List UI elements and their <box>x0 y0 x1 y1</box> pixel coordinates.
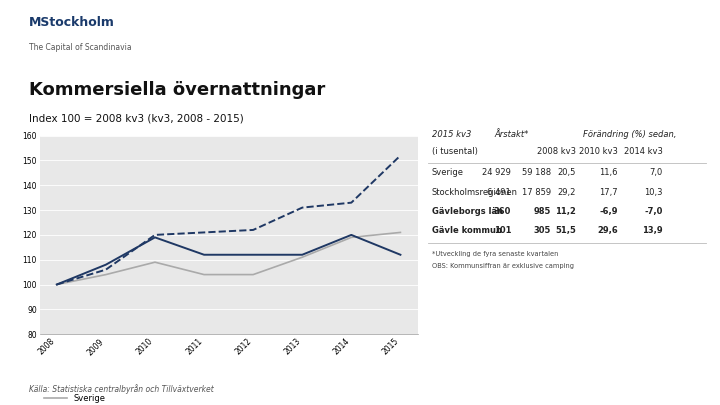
Text: 11,6: 11,6 <box>599 168 618 177</box>
Text: 305: 305 <box>534 226 551 235</box>
Text: 29,2: 29,2 <box>557 188 576 196</box>
Text: (i tusental): (i tusental) <box>432 147 478 156</box>
Text: 2015 kv3: 2015 kv3 <box>432 130 472 139</box>
Text: 13,9: 13,9 <box>642 226 662 235</box>
Text: Förändring (%) sedan,: Förändring (%) sedan, <box>583 130 677 139</box>
Text: ΜStockholm: ΜStockholm <box>29 16 114 29</box>
Text: *Utveckling de fyra senaste kvartalen: *Utveckling de fyra senaste kvartalen <box>432 251 559 257</box>
Text: 2008 kv3: 2008 kv3 <box>537 147 576 156</box>
Text: -7,0: -7,0 <box>644 207 662 216</box>
Text: The Capital of Scandinavia: The Capital of Scandinavia <box>29 43 132 51</box>
Text: 29,6: 29,6 <box>597 226 618 235</box>
Text: 985: 985 <box>534 207 551 216</box>
Text: 7,0: 7,0 <box>649 168 662 177</box>
Text: Kommersiella övernattningar: Kommersiella övernattningar <box>29 81 325 99</box>
Text: 101: 101 <box>494 226 511 235</box>
Text: 51,5: 51,5 <box>555 226 576 235</box>
Text: Sverige: Sverige <box>432 168 464 177</box>
Text: 10,3: 10,3 <box>644 188 662 196</box>
Text: 2014 kv3: 2014 kv3 <box>624 147 662 156</box>
Text: 59 188: 59 188 <box>522 168 551 177</box>
Text: 360: 360 <box>494 207 511 216</box>
Text: 24 929: 24 929 <box>482 168 511 177</box>
Text: Gävle kommun: Gävle kommun <box>432 226 502 235</box>
Text: 17,7: 17,7 <box>599 188 618 196</box>
Text: Stockholmsregionen: Stockholmsregionen <box>432 188 518 196</box>
Text: Källa: Statistiska centralbyrån och Tillväxtverket: Källa: Statistiska centralbyrån och Till… <box>29 384 214 394</box>
Text: Index 100 = 2008 kv3 (kv3, 2008 - 2015): Index 100 = 2008 kv3 (kv3, 2008 - 2015) <box>29 113 243 124</box>
Legend: Sverige, Gävleborgs län, Gävle kommun: Sverige, Gävleborgs län, Gävle kommun <box>44 394 138 405</box>
Text: 20,5: 20,5 <box>557 168 576 177</box>
Text: Gävleborgs län: Gävleborgs län <box>432 207 503 216</box>
Text: -6,9: -6,9 <box>599 207 618 216</box>
Text: 11,2: 11,2 <box>555 207 576 216</box>
Text: Årstakt*: Årstakt* <box>495 130 529 139</box>
Text: 2010 kv3: 2010 kv3 <box>579 147 618 156</box>
Text: OBS: Kommunsiffran är exklusive camping: OBS: Kommunsiffran är exklusive camping <box>432 263 574 269</box>
Text: 6 491: 6 491 <box>487 188 511 196</box>
Text: 17 859: 17 859 <box>522 188 551 196</box>
